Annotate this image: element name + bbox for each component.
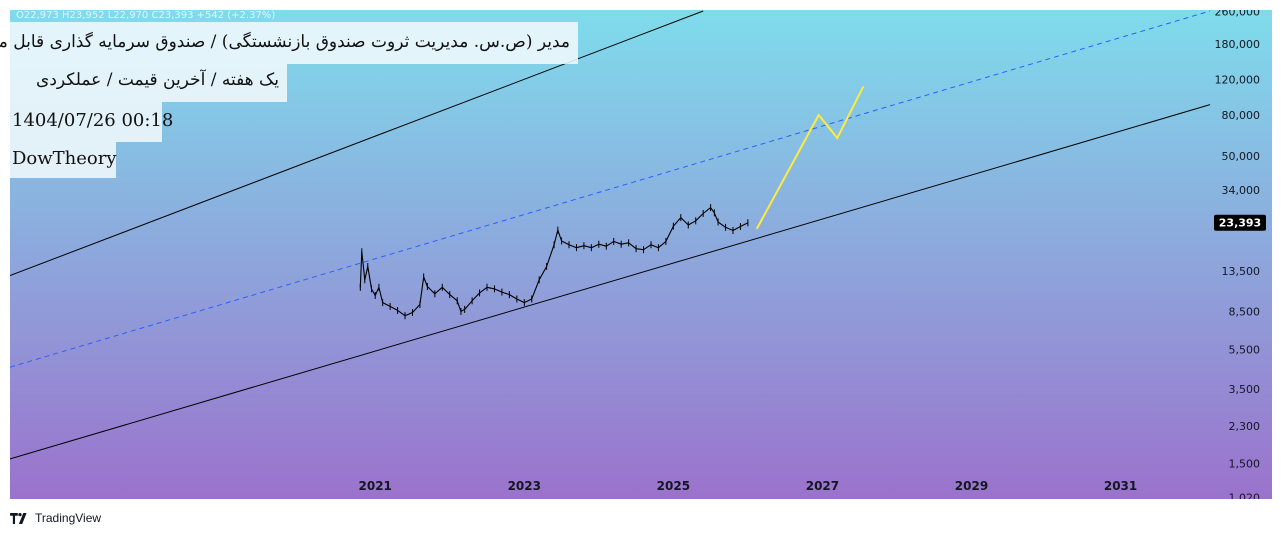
channel-lower-line <box>10 104 1211 460</box>
y-tick-label: 260,000 <box>1215 10 1261 19</box>
chart-subtitle: یک هفته / آخرین قیمت / عملکردی <box>10 64 287 102</box>
footer-brand: TradingView <box>35 511 102 525</box>
chart-area[interactable]: 260,000 180,000 120,000 80,000 50,000 34,000 1… <box>0 10 1272 499</box>
x-tick-label: 2031 <box>1104 479 1137 493</box>
x-tick-label: 2027 <box>806 479 839 493</box>
chart-title: مدیر (ص.س. مدیریت ثروت صندوق بازنشستگی) … <box>0 22 578 64</box>
y-tick-label: 1,500 <box>1229 457 1261 470</box>
y-tick-label: 2,300 <box>1229 420 1261 433</box>
chart-date: 1404/07/26 00:18 <box>10 102 173 142</box>
tradingview-footer[interactable]: TradingView <box>10 509 101 527</box>
y-tick-label: 8,500 <box>1229 305 1261 318</box>
tradingview-logo-icon <box>10 512 27 524</box>
y-tick-label: 1,020 <box>1229 491 1261 499</box>
chart-author: DowTheory <box>10 142 117 178</box>
y-tick-label: 34,000 <box>1222 184 1261 197</box>
y-tick-label: 120,000 <box>1215 73 1261 86</box>
last-price-label: 23,393 <box>1219 217 1261 230</box>
y-tick-label: 13,500 <box>1222 265 1261 278</box>
x-tick-label: 2029 <box>955 479 988 493</box>
channel-upper-line <box>10 10 704 277</box>
y-tick-label: 3,500 <box>1229 383 1261 396</box>
last-price-badge <box>1214 214 1266 231</box>
x-tick-label: 2021 <box>359 479 392 493</box>
ohlc-readout: O22,973 H23,952 L22,970 C23,393 +542 (+2… <box>16 10 276 21</box>
projection-path <box>755 85 865 230</box>
y-tick-label: 50,000 <box>1222 150 1261 163</box>
channel-mid-line <box>10 10 1211 368</box>
x-tick-label: 2023 <box>508 479 541 493</box>
y-tick-label: 180,000 <box>1215 38 1261 51</box>
x-tick-label: 2025 <box>657 479 690 493</box>
y-tick-label: 80,000 <box>1222 109 1261 122</box>
y-tick-label: 5,500 <box>1229 344 1261 357</box>
